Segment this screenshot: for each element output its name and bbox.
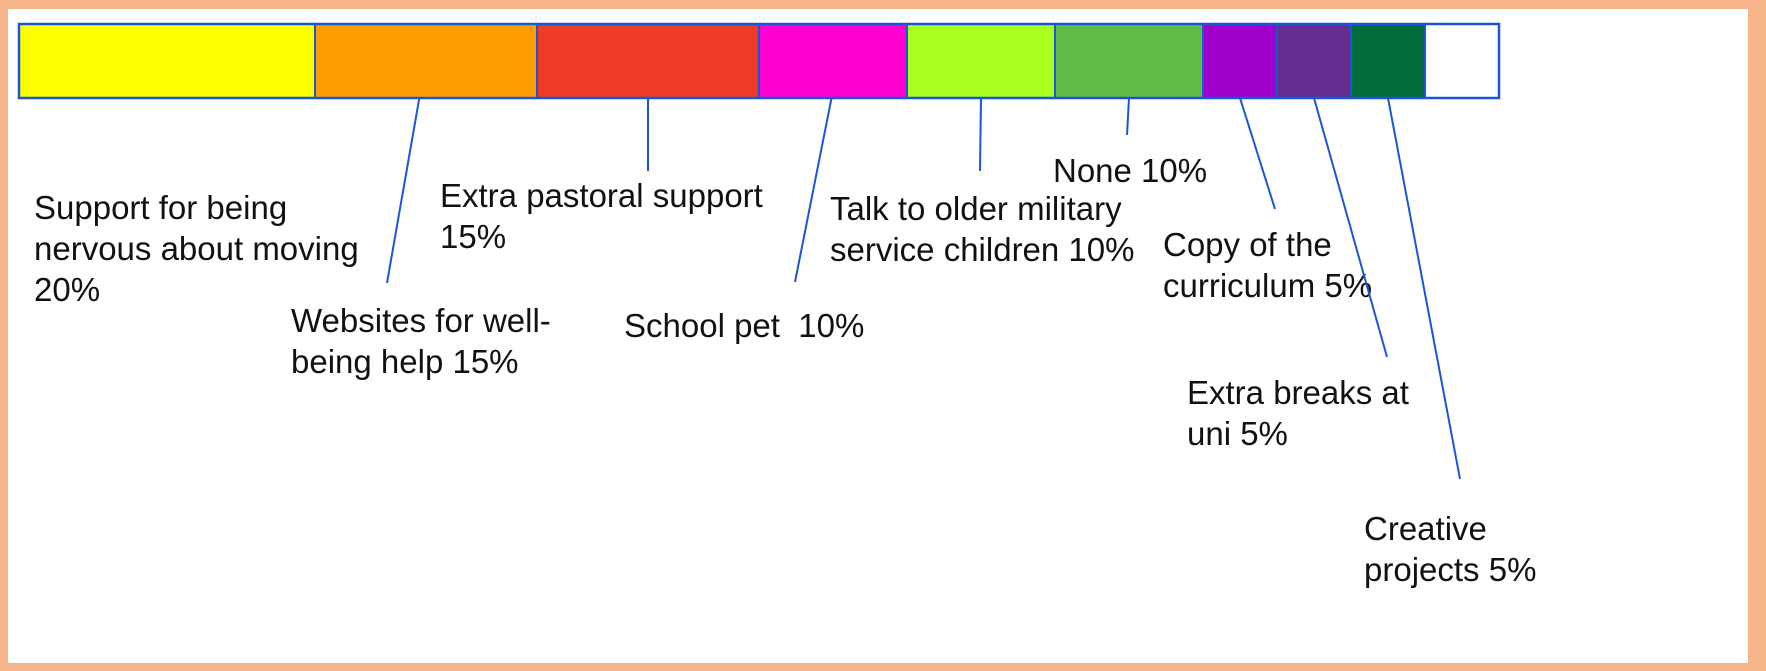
leader-line-7 xyxy=(1239,97,1276,210)
leader-line-4 xyxy=(794,97,833,283)
chart-panel: Support for being nervous about moving 20%… xyxy=(8,9,1748,663)
bar-segment-7 xyxy=(1202,23,1278,99)
leader-line-8 xyxy=(1313,97,1388,358)
segment-label-line: being help 15% xyxy=(291,343,519,380)
segment-label-2: Websites for well-being help 15% xyxy=(291,302,551,380)
segment-label-line: Extra pastoral support xyxy=(440,177,763,214)
bar-segment-5 xyxy=(906,23,1056,99)
segment-label-line: Extra breaks at xyxy=(1187,374,1409,411)
bar-segment-4 xyxy=(758,23,908,99)
segment-label-line: Talk to older military xyxy=(830,190,1122,227)
segment-label-4: School pet 10% xyxy=(624,307,864,344)
segment-label-6: None 10% xyxy=(1053,152,1207,189)
leader-line-6 xyxy=(1126,97,1130,136)
segment-label-line: uni 5% xyxy=(1187,415,1288,452)
segment-label-line: School pet 10% xyxy=(624,307,864,344)
segment-label-9: Creative projects 5% xyxy=(1364,510,1536,588)
bar-segment-8 xyxy=(1276,23,1352,99)
segment-label-line: curriculum 5% xyxy=(1163,267,1372,304)
bar-segment-3 xyxy=(536,23,760,99)
bar-segment-9 xyxy=(1350,23,1426,99)
leader-line-2 xyxy=(386,97,421,284)
bar-segment-2 xyxy=(314,23,538,99)
stacked-bar-chart: Support for being nervous about moving 20%… xyxy=(17,22,1536,588)
segment-label-line: Support for being xyxy=(34,189,287,226)
segment-label-line: Websites for well- xyxy=(291,302,551,339)
segment-label-line: 20% xyxy=(34,271,100,308)
segment-label-8: Extra breaks at uni 5% xyxy=(1187,374,1409,452)
segment-label-line: Copy of the xyxy=(1163,226,1332,263)
bar-segment-6 xyxy=(1054,23,1204,99)
leader-line-9 xyxy=(1387,97,1461,480)
segment-label-line: None 10% xyxy=(1053,152,1207,189)
segment-label-line: projects 5% xyxy=(1364,551,1536,588)
segment-label-5: Talk to older military service children 1… xyxy=(830,190,1134,268)
segment-label-3: Extra pastoral support 15% xyxy=(440,177,763,255)
segment-label-7: Copy of the curriculum 5% xyxy=(1163,226,1372,304)
segment-label-line: Creative xyxy=(1364,510,1487,547)
bar-segment-1 xyxy=(18,23,316,99)
segment-label-line: service children 10% xyxy=(830,231,1134,268)
leader-line-5 xyxy=(979,97,982,172)
bar-outline xyxy=(17,22,1501,100)
segment-label-line: nervous about moving xyxy=(34,230,359,267)
segment-label-line: 15% xyxy=(440,218,506,255)
segment-label-1: Support for being nervous about moving 20% xyxy=(34,189,359,308)
